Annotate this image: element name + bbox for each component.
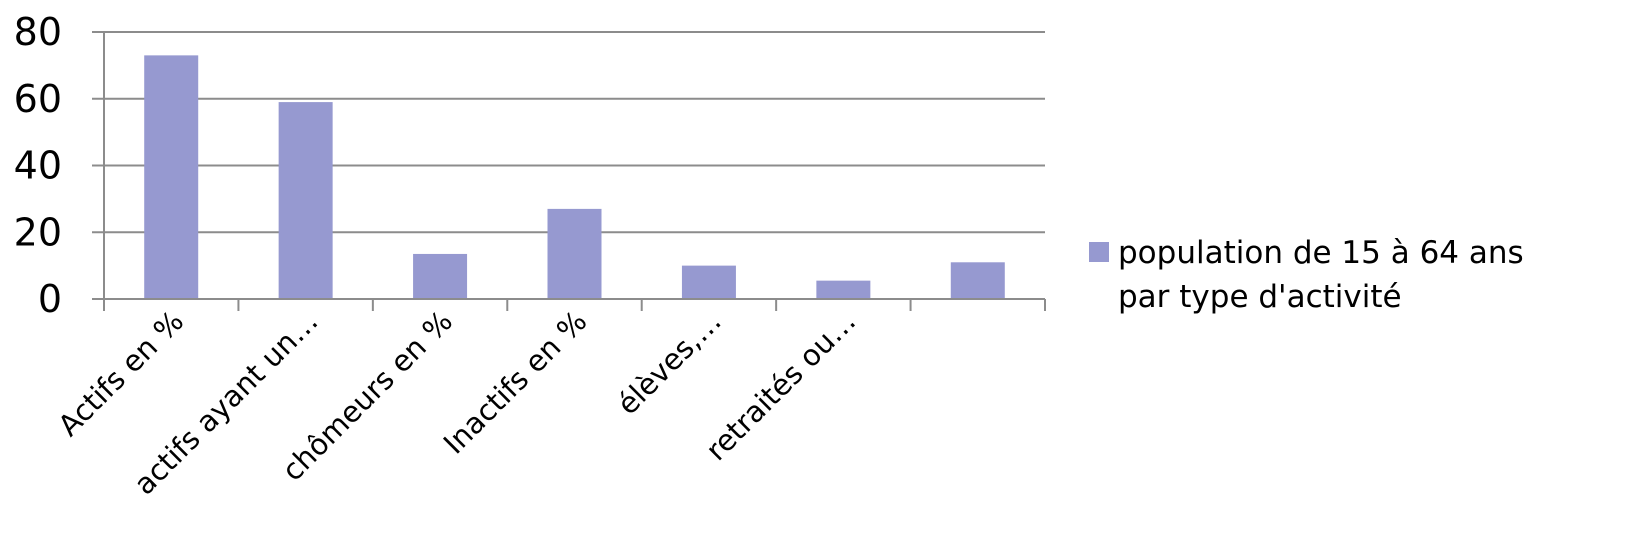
bars (144, 55, 1005, 300)
x-category-label: Actifs en % (51, 304, 190, 443)
x-category-labels: Actifs en %actifs ayant un…chômeurs en %… (51, 304, 862, 501)
x-category-label: élèves,… (610, 304, 727, 421)
y-tick-label: 40 (14, 144, 62, 188)
bar-1 (278, 102, 333, 300)
axes (92, 31, 1046, 311)
legend-label-line-1: population de 15 à 64 ans (1118, 235, 1524, 271)
y-tick-label: 20 (14, 210, 62, 254)
y-tick-labels: 0 20 40 60 80 (14, 10, 62, 321)
y-tick-label: 80 (14, 10, 62, 54)
y-tick-label: 0 (38, 277, 62, 321)
gridlines (104, 31, 1045, 234)
legend: population de 15 à 64 ans par type d'act… (1089, 235, 1524, 315)
bar-2 (413, 253, 468, 299)
bar-4 (681, 265, 736, 299)
y-tick-label: 60 (14, 77, 62, 121)
bar-5 (816, 280, 871, 299)
legend-swatch (1089, 242, 1109, 262)
bar-0 (144, 55, 199, 299)
bar-6 (950, 262, 1005, 299)
legend-label-line-2: par type d'activité (1118, 279, 1402, 315)
bar-3 (547, 208, 602, 299)
x-category-label: Inactifs en % (437, 304, 594, 461)
